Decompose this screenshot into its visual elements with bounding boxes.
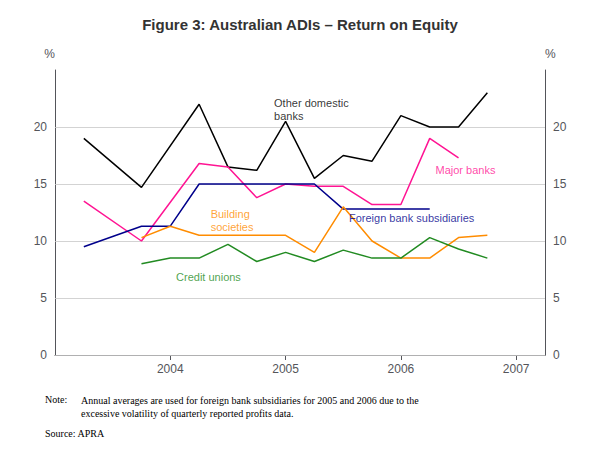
svg-text:2006: 2006 xyxy=(388,362,415,376)
svg-text:%: % xyxy=(44,47,55,61)
svg-text:%: % xyxy=(545,47,556,61)
svg-text:Figure 3: Australian ADIs – Re: Figure 3: Australian ADIs – Return on Eq… xyxy=(142,16,458,33)
svg-text:0: 0 xyxy=(40,348,47,362)
svg-text:Foreign bank subsidiaries: Foreign bank subsidiaries xyxy=(349,212,475,224)
svg-text:15: 15 xyxy=(553,177,567,191)
svg-text:20: 20 xyxy=(34,120,48,134)
svg-text:2005: 2005 xyxy=(272,362,299,376)
svg-text:banks: banks xyxy=(274,110,304,122)
svg-text:5: 5 xyxy=(40,291,47,305)
svg-text:0: 0 xyxy=(553,348,560,362)
svg-text:excessive volatility of quarte: excessive volatility of quarterly report… xyxy=(81,408,293,419)
svg-text:Annual averages are used for f: Annual averages are used for foreign ban… xyxy=(81,395,419,406)
svg-text:10: 10 xyxy=(34,234,48,248)
svg-text:10: 10 xyxy=(553,234,567,248)
svg-text:15: 15 xyxy=(34,177,48,191)
svg-text:2007: 2007 xyxy=(503,362,530,376)
svg-text:Credit unions: Credit unions xyxy=(176,271,241,283)
svg-text:Other domestic: Other domestic xyxy=(274,97,349,109)
svg-text:Major banks: Major banks xyxy=(435,164,495,176)
svg-text:5: 5 xyxy=(553,291,560,305)
svg-text:Building: Building xyxy=(211,208,250,220)
svg-text:2004: 2004 xyxy=(157,362,184,376)
svg-text:Note:: Note: xyxy=(45,394,67,405)
svg-text:Source: APRA: Source: APRA xyxy=(45,428,105,439)
svg-text:20: 20 xyxy=(553,120,567,134)
svg-text:societies: societies xyxy=(211,221,254,233)
